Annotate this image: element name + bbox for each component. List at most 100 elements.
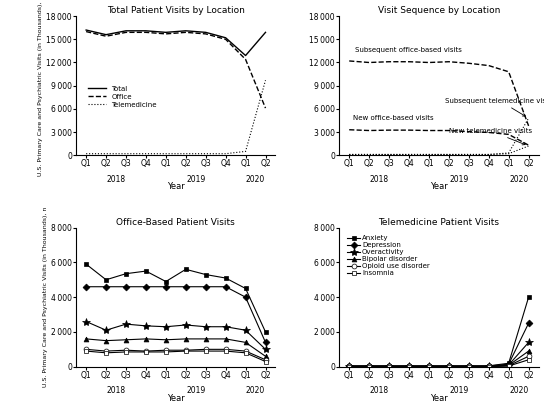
Insomnia (485, 364, 492, 369)
Text: 2018: 2018 (369, 174, 388, 184)
Line: Bipolar disorder: Bipolar disorder (347, 349, 531, 369)
Overactivity (446, 364, 452, 369)
Office (183, 30, 189, 35)
Bipolar disorder (485, 364, 492, 369)
Total (163, 30, 169, 35)
Text: Subsequent telemedicine visits: Subsequent telemedicine visits (445, 98, 544, 116)
Bipolar disorder (366, 364, 373, 369)
Title: Total Patient Visits by Location: Total Patient Visits by Location (107, 6, 245, 15)
Line: Total: Total (86, 30, 265, 56)
Title: Telemedicine Patient Visits: Telemedicine Patient Visits (379, 218, 499, 227)
Text: 2019: 2019 (186, 174, 206, 184)
Insomnia (466, 364, 472, 369)
Text: Subsequent office-based visits: Subsequent office-based visits (355, 47, 462, 53)
Legend: Total, Office, Telemedicine: Total, Office, Telemedicine (85, 83, 159, 111)
Telemedicine (262, 78, 269, 83)
Total (202, 30, 209, 35)
Line: Insomnia: Insomnia (347, 357, 531, 369)
Opioid use disorder (485, 364, 492, 369)
Insomnia (386, 364, 392, 369)
Bipolar disorder (386, 364, 392, 369)
Legend: Anxiety, Depression, Overactivity, Bipolar disorder, Opioid use disorder, Insomn: Anxiety, Depression, Overactivity, Bipol… (345, 233, 432, 279)
Anxiety (425, 364, 432, 368)
Text: 2019: 2019 (449, 386, 468, 395)
Opioid use disorder (366, 364, 373, 369)
Telemedicine (242, 149, 249, 154)
Depression (346, 364, 353, 368)
Office (123, 30, 129, 35)
Depression (526, 321, 532, 326)
X-axis label: Year: Year (430, 394, 448, 403)
Overactivity (386, 364, 392, 369)
Anxiety (366, 364, 373, 368)
Insomnia (425, 364, 432, 369)
Anxiety (466, 364, 472, 368)
Overactivity (505, 363, 512, 368)
Bipolar disorder (526, 349, 532, 353)
Anxiety (346, 364, 353, 368)
Opioid use disorder (446, 364, 452, 369)
Opioid use disorder (425, 364, 432, 369)
Total (222, 35, 229, 40)
Office (163, 31, 169, 36)
Office (202, 31, 209, 36)
Text: New telemedicine visits: New telemedicine visits (449, 128, 532, 145)
Depression (505, 362, 512, 367)
X-axis label: Year: Year (430, 182, 448, 191)
Office (143, 30, 149, 35)
Total (143, 28, 149, 33)
Telemedicine (222, 151, 229, 156)
Telemedicine (163, 151, 169, 156)
Office (83, 29, 89, 34)
Telemedicine (83, 151, 89, 156)
Insomnia (366, 364, 373, 369)
Text: New office-based visits: New office-based visits (353, 115, 434, 120)
Depression (366, 364, 373, 368)
Opioid use disorder (346, 364, 353, 369)
Telemedicine (123, 151, 129, 156)
Anxiety (485, 364, 492, 368)
Bipolar disorder (505, 363, 512, 368)
Depression (425, 364, 432, 368)
Overactivity (346, 364, 353, 369)
Anxiety (526, 295, 532, 299)
Text: 2020: 2020 (246, 174, 265, 184)
Insomnia (505, 364, 512, 368)
Overactivity (406, 364, 412, 369)
Total (183, 28, 189, 33)
Total (242, 53, 249, 58)
Depression (386, 364, 392, 368)
Line: Office: Office (86, 31, 265, 108)
Depression (485, 364, 492, 368)
Insomnia (346, 364, 353, 369)
Line: Telemedicine: Telemedicine (86, 80, 265, 154)
Insomnia (446, 364, 452, 369)
Insomnia (406, 364, 412, 369)
Text: 2018: 2018 (107, 386, 126, 395)
Bipolar disorder (425, 364, 432, 369)
Line: Opioid use disorder: Opioid use disorder (347, 354, 531, 369)
Opioid use disorder (386, 364, 392, 369)
Overactivity (485, 364, 492, 369)
Telemedicine (202, 151, 209, 156)
Overactivity (425, 364, 432, 369)
Line: Overactivity: Overactivity (345, 338, 533, 370)
Telemedicine (143, 151, 149, 156)
Opioid use disorder (526, 354, 532, 359)
Total (262, 30, 269, 35)
Telemedicine (103, 151, 109, 156)
X-axis label: Year: Year (167, 182, 185, 191)
Anxiety (446, 364, 452, 368)
Opioid use disorder (505, 363, 512, 368)
Title: Visit Sequence by Location: Visit Sequence by Location (378, 6, 500, 15)
Text: 2020: 2020 (509, 386, 528, 395)
Depression (446, 364, 452, 368)
Line: Anxiety: Anxiety (347, 295, 531, 368)
Overactivity (366, 364, 373, 369)
Line: Depression: Depression (347, 321, 531, 368)
Text: 2018: 2018 (369, 386, 388, 395)
Overactivity (466, 364, 472, 369)
Bipolar disorder (446, 364, 452, 369)
Bipolar disorder (406, 364, 412, 369)
Anxiety (505, 361, 512, 366)
